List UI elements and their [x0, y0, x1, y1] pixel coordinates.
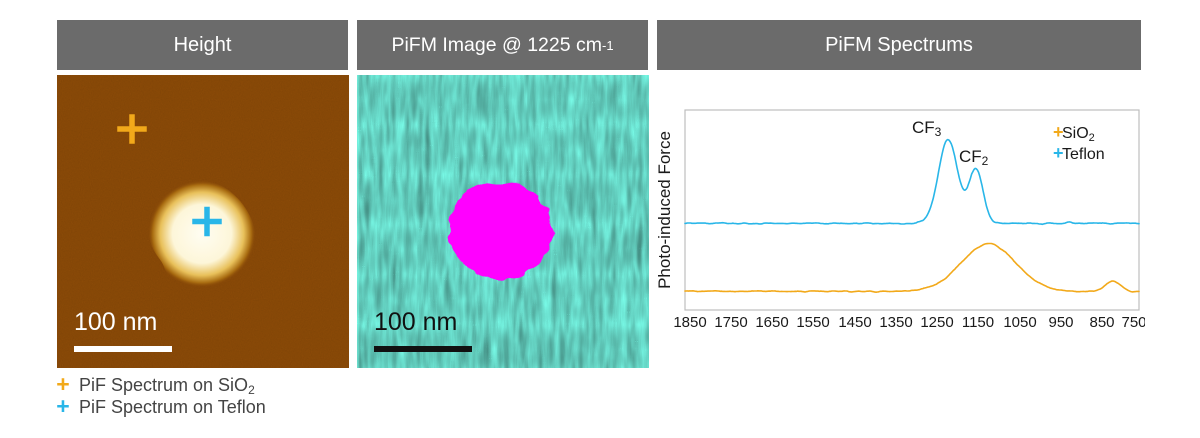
- svg-text:750: 750: [1121, 314, 1145, 330]
- svg-text:+: +: [56, 393, 69, 419]
- svg-text:1250: 1250: [920, 314, 953, 330]
- svg-text:1150: 1150: [962, 314, 994, 330]
- svg-text:Teflon: Teflon: [1062, 146, 1105, 163]
- svg-text:100 nm: 100 nm: [374, 308, 457, 336]
- svg-text:1350: 1350: [879, 314, 912, 330]
- svg-text:1750: 1750: [714, 314, 747, 330]
- svg-text:1550: 1550: [796, 314, 829, 330]
- svg-text:Photo-induced Force: Photo-induced Force: [657, 131, 674, 289]
- svg-text:PiF Spectrum on SiO2: PiF Spectrum on SiO2: [79, 375, 255, 397]
- svg-text:1850: 1850: [673, 314, 706, 330]
- svg-text:1650: 1650: [755, 314, 788, 330]
- svg-text:1450: 1450: [838, 314, 871, 330]
- svg-text:100 nm: 100 nm: [74, 308, 157, 336]
- svg-text:PiF Spectrum on Teflon: PiF Spectrum on Teflon: [79, 397, 266, 417]
- svg-text:950: 950: [1048, 314, 1073, 330]
- svg-text:850: 850: [1089, 314, 1114, 330]
- svg-text:1050: 1050: [1003, 314, 1036, 330]
